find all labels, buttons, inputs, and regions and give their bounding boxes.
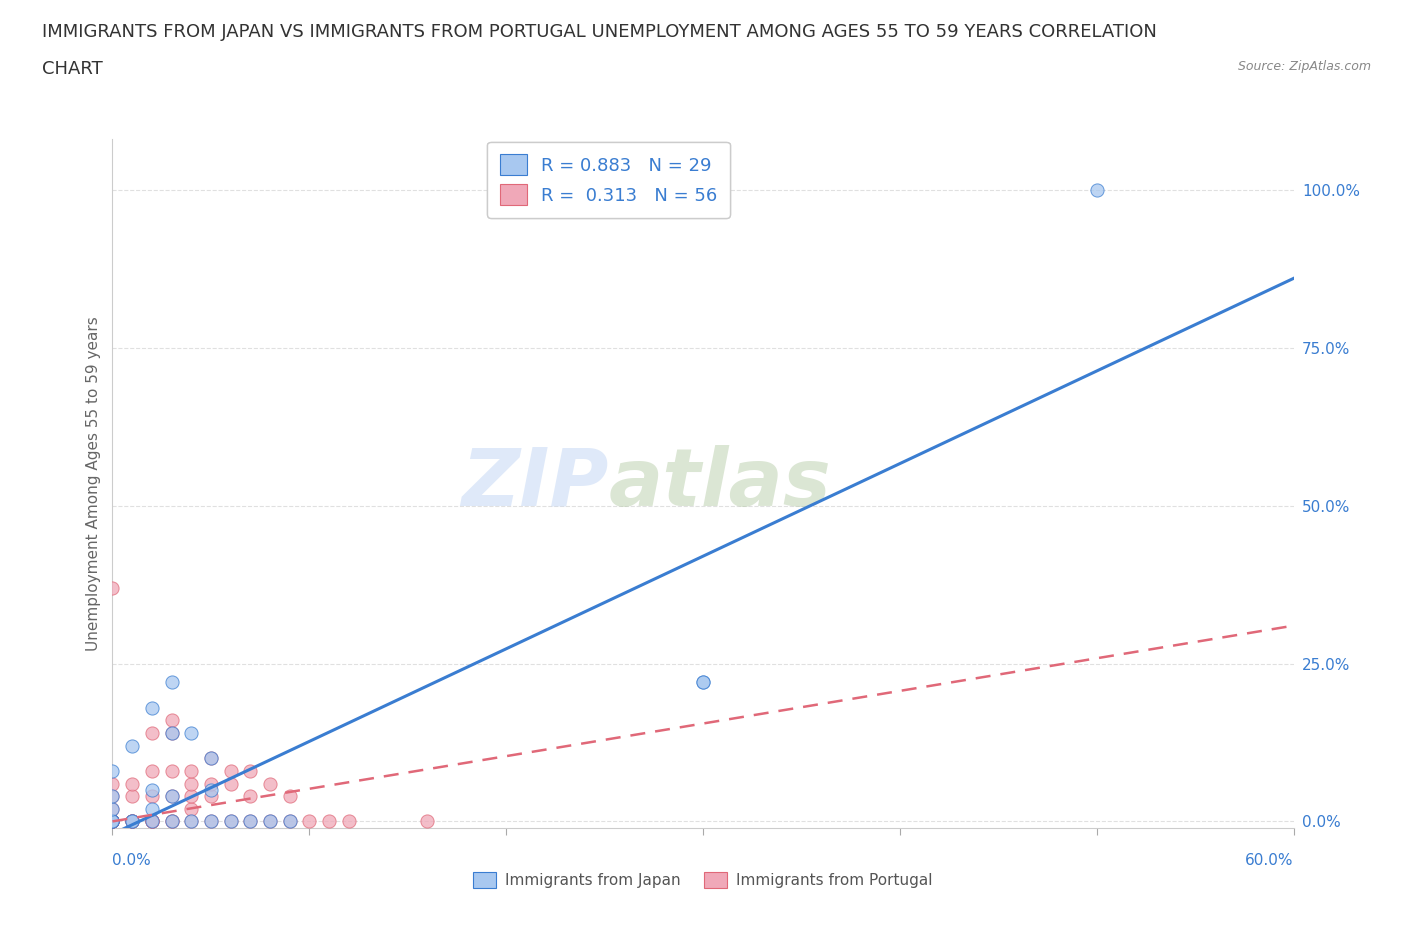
Point [219, 776, 242, 790]
Point [101, 580, 124, 595]
Point [219, 814, 242, 829]
Point [160, 814, 183, 829]
Point [101, 814, 124, 829]
Point [101, 814, 124, 829]
Point [101, 764, 124, 778]
Point [141, 789, 163, 804]
Point [200, 776, 222, 790]
Point [141, 782, 163, 797]
Point [318, 814, 340, 829]
Point [121, 738, 143, 753]
Point [101, 776, 124, 790]
Point [160, 713, 183, 728]
Text: 0.0%: 0.0% [112, 853, 152, 868]
Point [160, 725, 183, 740]
Point [121, 789, 143, 804]
Point [101, 814, 124, 829]
Point [101, 814, 124, 829]
Text: atlas: atlas [609, 445, 831, 523]
Point [121, 814, 143, 829]
Point [121, 814, 143, 829]
Point [141, 802, 163, 817]
Point [278, 814, 301, 829]
Point [141, 700, 163, 715]
Point [200, 751, 222, 765]
Point [121, 814, 143, 829]
Point [692, 675, 714, 690]
Point [101, 814, 124, 829]
Point [200, 782, 222, 797]
Point [141, 725, 163, 740]
Point [101, 814, 124, 829]
Text: CHART: CHART [42, 60, 103, 78]
Y-axis label: Unemployment Among Ages 55 to 59 years: Unemployment Among Ages 55 to 59 years [86, 316, 101, 651]
Point [121, 814, 143, 829]
Point [101, 814, 124, 829]
Point [160, 725, 183, 740]
Point [121, 814, 143, 829]
Legend: R = 0.883   N = 29, R =  0.313   N = 56: R = 0.883 N = 29, R = 0.313 N = 56 [486, 141, 730, 218]
Point [416, 814, 439, 829]
Point [278, 789, 301, 804]
Point [278, 814, 301, 829]
Point [180, 814, 202, 829]
Point [239, 789, 262, 804]
Point [101, 814, 124, 829]
Point [1085, 182, 1108, 197]
Point [160, 814, 183, 829]
Point [239, 814, 262, 829]
Point [101, 814, 124, 829]
Point [160, 764, 183, 778]
Point [101, 814, 124, 829]
Point [121, 814, 143, 829]
Point [298, 814, 321, 829]
Point [180, 764, 202, 778]
Point [141, 814, 163, 829]
Point [160, 789, 183, 804]
Point [337, 814, 360, 829]
Point [101, 789, 124, 804]
Point [180, 802, 202, 817]
Point [200, 751, 222, 765]
Point [101, 802, 124, 817]
Point [180, 776, 202, 790]
Point [121, 776, 143, 790]
Point [239, 814, 262, 829]
Point [101, 802, 124, 817]
Text: 60.0%: 60.0% [1246, 853, 1294, 868]
Point [180, 814, 202, 829]
Point [259, 776, 281, 790]
Point [141, 764, 163, 778]
Legend: Immigrants from Japan, Immigrants from Portugal: Immigrants from Japan, Immigrants from P… [467, 866, 939, 895]
Point [259, 814, 281, 829]
Point [101, 814, 124, 829]
Point [180, 725, 202, 740]
Point [200, 814, 222, 829]
Point [692, 675, 714, 690]
Point [141, 814, 163, 829]
Point [160, 814, 183, 829]
Text: ZIP: ZIP [461, 445, 609, 523]
Point [101, 789, 124, 804]
Point [200, 789, 222, 804]
Point [239, 764, 262, 778]
Point [141, 814, 163, 829]
Point [101, 814, 124, 829]
Text: Source: ZipAtlas.com: Source: ZipAtlas.com [1237, 60, 1371, 73]
Point [141, 814, 163, 829]
Point [160, 675, 183, 690]
Point [219, 814, 242, 829]
Text: IMMIGRANTS FROM JAPAN VS IMMIGRANTS FROM PORTUGAL UNEMPLOYMENT AMONG AGES 55 TO : IMMIGRANTS FROM JAPAN VS IMMIGRANTS FROM… [42, 23, 1157, 41]
Point [180, 789, 202, 804]
Point [141, 814, 163, 829]
Point [219, 764, 242, 778]
Point [200, 814, 222, 829]
Point [259, 814, 281, 829]
Point [160, 789, 183, 804]
Point [101, 814, 124, 829]
